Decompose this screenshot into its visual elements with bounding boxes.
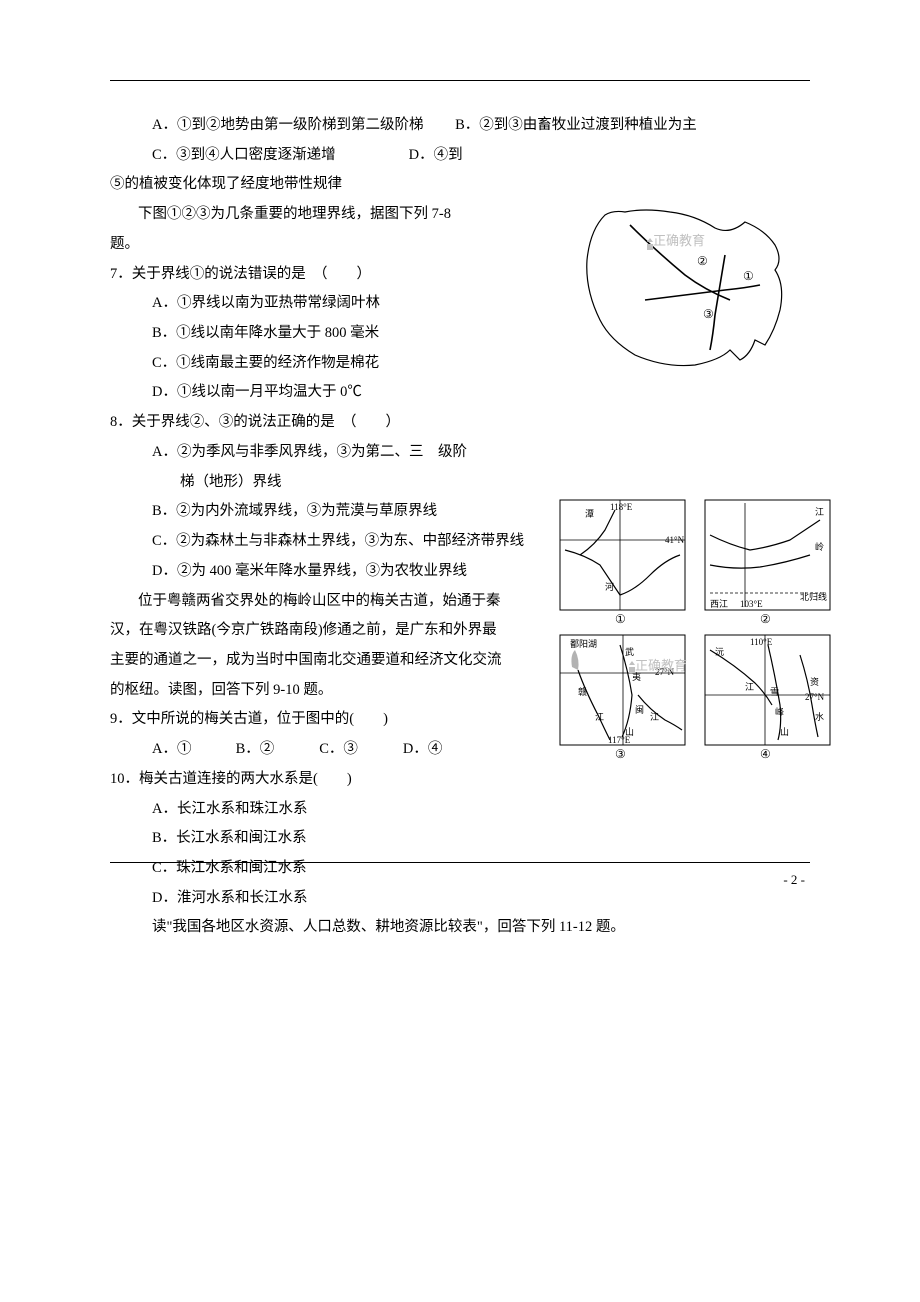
q8-optA: A．②为季风与非季风界线，③为第二、三 级阶 bbox=[110, 438, 810, 468]
intro-7-8-block: 下图①②③为几条重要的地理界线，据图下列 7-8 题。 bbox=[110, 200, 580, 259]
intro-9-10-l2: 汉，在粤汉铁路(今京广铁路南段)修通之前，是广东和外界最 bbox=[110, 616, 580, 646]
q7-block: 7．关于界线①的说法错误的是 （ ） A．①界线以南为亚热带常绿阔叶林 B．①线… bbox=[110, 260, 580, 409]
intro-9-10-l3: 主要的通道之一，成为当时中国南北交通要道和经济文化交流 bbox=[110, 646, 580, 676]
label-3: ③ bbox=[703, 307, 714, 321]
svg-text:资: 资 bbox=[810, 677, 819, 687]
svg-text:①: ① bbox=[615, 612, 626, 626]
q7-optC: C．①线南最主要的经济作物是棉花 bbox=[110, 349, 580, 379]
label-2: ② bbox=[697, 254, 708, 268]
q6-optC: C．③到④人口密度逐渐递增 bbox=[110, 141, 405, 171]
q6-optD-part1: D．④到 bbox=[409, 141, 463, 171]
q6-optB: B．②到③由畜牧业过渡到种植业为主 bbox=[455, 111, 697, 141]
label-1: ① bbox=[743, 269, 754, 283]
svg-text:④: ④ bbox=[760, 747, 771, 761]
intro-9-10-block: 位于粤赣两省交界处的梅岭山区中的梅关古道，始通于秦 汉，在粤汉铁路(今京广铁路南… bbox=[110, 587, 580, 706]
svg-text:峰: 峰 bbox=[775, 707, 784, 717]
page-number: - 2 - bbox=[783, 872, 805, 888]
q6-optA: A．①到②地势由第一级阶梯到第二级阶梯 bbox=[110, 111, 423, 141]
svg-text:117°E: 117°E bbox=[608, 735, 631, 745]
q7-optA: A．①界线以南为亚热带常绿阔叶林 bbox=[110, 289, 580, 319]
figure-four-panels: 118°E 41°N 潭 河 ① 江 岭 北归线 西江 103°E ② 鄱阳湖 … bbox=[550, 495, 840, 765]
watermark-2: 正确教育 bbox=[635, 658, 687, 673]
q10-optD: D．淮河水系和长江水系 bbox=[110, 884, 810, 914]
panel-3: 鄱阳湖 赣 江 武 夷 闽 江 山 27°N 117°E ③ bbox=[560, 635, 685, 761]
q9-optA: A．① bbox=[152, 735, 232, 765]
intro-7-8-l2: 题。 bbox=[110, 230, 580, 260]
q7-optD: D．①线以南一月平均温大于 0℃ bbox=[110, 378, 580, 408]
svg-text:赣: 赣 bbox=[578, 686, 587, 697]
svg-text:103°E: 103°E bbox=[740, 599, 763, 609]
svg-text:河: 河 bbox=[605, 581, 614, 592]
q7-stem: 7．关于界线①的说法错误的是 （ ） bbox=[110, 260, 580, 290]
svg-text:②: ② bbox=[760, 612, 771, 626]
svg-text:西江: 西江 bbox=[710, 599, 728, 609]
svg-text:闽: 闽 bbox=[635, 704, 644, 715]
watermark-1: 正确教育 bbox=[653, 233, 705, 248]
svg-text:③: ③ bbox=[615, 747, 626, 761]
q10-optB: B．长江水系和闽江水系 bbox=[110, 824, 810, 854]
svg-text:武: 武 bbox=[625, 646, 634, 657]
intro-11-12: 读"我国各地区水资源、人口总数、耕地资源比较表"，回答下列 11-12 题。 bbox=[110, 913, 810, 943]
panel-4: 110°E 沅 江 雪 峰 山 资 水 27°N ④ bbox=[705, 635, 830, 761]
q7-optB: B．①线以南年降水量大于 800 毫米 bbox=[110, 319, 580, 349]
svg-text:岭: 岭 bbox=[815, 541, 824, 552]
q6-optD-part2: ⑤的植被变化体现了经度地带性规律 bbox=[110, 170, 810, 200]
intro-9-10-l4: 的枢纽。读图，回答下列 9-10 题。 bbox=[110, 676, 580, 706]
panel-2: 江 岭 北归线 西江 103°E ② bbox=[705, 500, 830, 626]
bottom-rule bbox=[110, 862, 810, 863]
q10-optC: C．珠江水系和闽江水系 bbox=[110, 854, 810, 884]
svg-text:110°E: 110°E bbox=[750, 637, 773, 647]
panel-1: 118°E 41°N 潭 河 ① bbox=[560, 500, 685, 626]
svg-text:118°E: 118°E bbox=[610, 502, 633, 512]
svg-text:江: 江 bbox=[650, 712, 659, 722]
q6-options-row1: A．①到②地势由第一级阶梯到第二级阶梯 B．②到③由畜牧业过渡到种植业为主 bbox=[110, 111, 810, 141]
svg-text:江: 江 bbox=[815, 507, 824, 517]
q9-optB: B．② bbox=[236, 735, 316, 765]
svg-text:41°N: 41°N bbox=[665, 535, 685, 545]
intro-9-10-l1: 位于粤赣两省交界处的梅岭山区中的梅关古道，始通于秦 bbox=[110, 587, 580, 617]
svg-text:水: 水 bbox=[815, 711, 824, 722]
q8-optA-cont: 梯（地形）界线 bbox=[110, 468, 810, 498]
svg-text:山: 山 bbox=[780, 727, 789, 737]
top-rule bbox=[110, 80, 810, 81]
q9-optD: D．④ bbox=[403, 735, 483, 765]
q6-options-row2: C．③到④人口密度逐渐递增 D．④到 bbox=[110, 141, 810, 171]
svg-text:27°N: 27°N bbox=[805, 692, 825, 702]
svg-text:鄱阳湖: 鄱阳湖 bbox=[570, 639, 597, 649]
svg-text:江: 江 bbox=[745, 682, 754, 692]
q9-optC: C．③ bbox=[319, 735, 399, 765]
boundary-line-3 bbox=[710, 255, 725, 350]
q10-block: 10．梅关古道连接的两大水系是( ) A．长江水系和珠江水系 B．长江水系和闽江… bbox=[110, 765, 810, 914]
figure-china-map: ① ② ③ 正确教育 bbox=[575, 200, 810, 380]
q8-stem: 8．关于界线②、③的说法正确的是 （ ） bbox=[110, 408, 810, 438]
q10-optA: A．长江水系和珠江水系 bbox=[110, 795, 810, 825]
svg-text:潭: 潭 bbox=[585, 509, 594, 519]
intro-7-8-l1: 下图①②③为几条重要的地理界线，据图下列 7-8 bbox=[110, 200, 580, 230]
q10-stem: 10．梅关古道连接的两大水系是( ) bbox=[110, 765, 810, 795]
